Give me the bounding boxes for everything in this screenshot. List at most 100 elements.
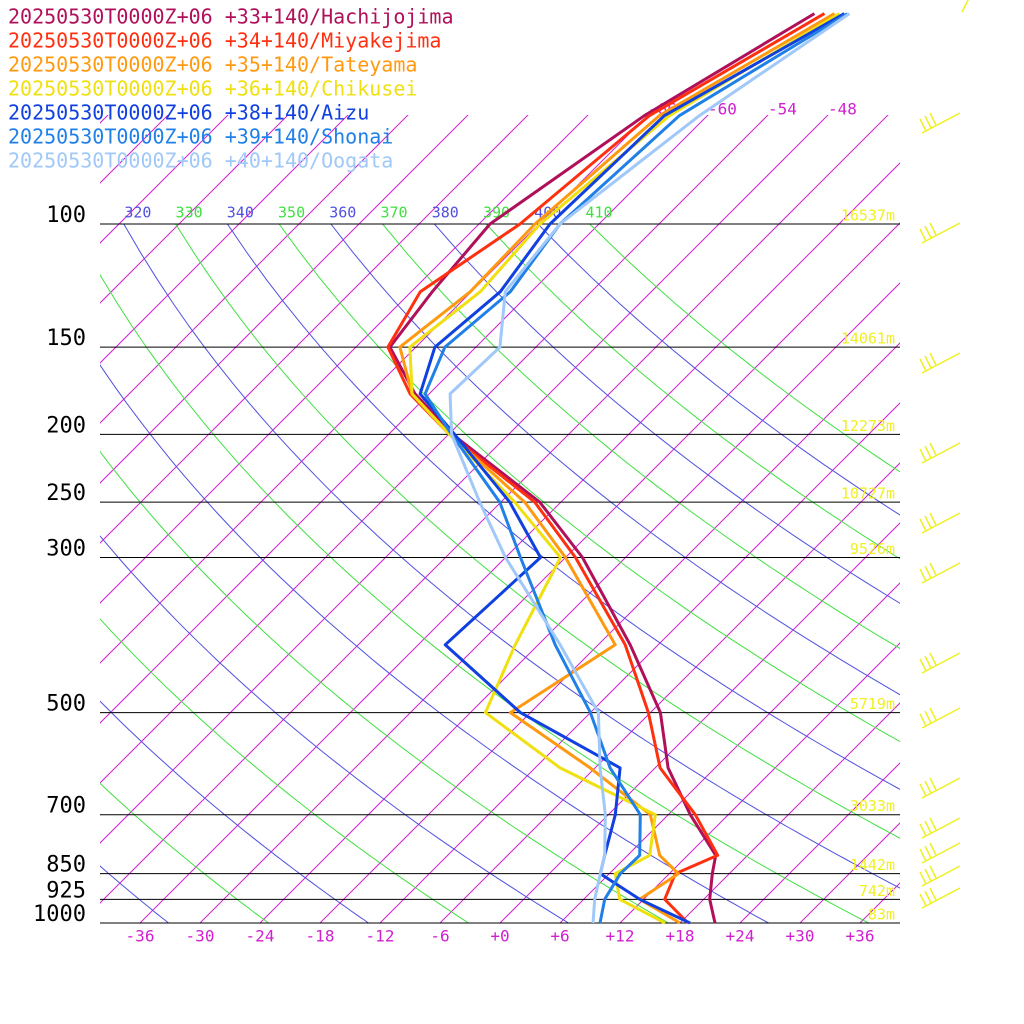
isotherm — [100, 115, 709, 724]
isotherm-label: -54 — [768, 100, 797, 119]
wind-barb — [929, 707, 937, 721]
wind-barb — [924, 515, 932, 529]
isentrope — [100, 450, 670, 923]
wind-barb — [921, 442, 961, 464]
temperature-profile — [448, 12, 851, 924]
wind-barb — [919, 228, 927, 242]
wind-barb — [919, 518, 927, 532]
x-tick-label: +30 — [786, 927, 815, 946]
isentrope — [100, 618, 470, 923]
isentrope — [381, 224, 900, 650]
wind-barb — [919, 448, 927, 462]
isotherm — [199, 222, 900, 923]
wind-barb — [921, 842, 961, 864]
wind-barb — [929, 222, 937, 236]
legend-entry: 20250530T0000Z+06 +36+140/Chikusei — [8, 77, 417, 101]
height-label: 14061m — [841, 330, 895, 348]
isotherm — [100, 115, 289, 304]
isentrope-label: 410 — [585, 204, 612, 222]
isentrope — [330, 224, 900, 696]
isotherm-label: -48 — [828, 100, 857, 119]
wind-barb — [921, 352, 961, 374]
isentrope — [226, 224, 900, 790]
isentrope — [485, 224, 900, 560]
legend-entry: 20250530T0000Z+06 +39+140/Shonai — [8, 125, 393, 149]
isentrope — [175, 224, 900, 839]
wind-barb — [929, 112, 937, 126]
wind-barb — [929, 442, 937, 456]
wind-barb — [921, 222, 961, 244]
height-label: 12273m — [841, 417, 895, 435]
legend-entry: 20250530T0000Z+06 +38+140/Aizu — [8, 101, 369, 125]
legend-entry: 20250530T0000Z+06 +33+140/Hachijojima — [8, 5, 454, 29]
pressure-label: 300 — [46, 537, 86, 562]
isotherm — [100, 115, 769, 784]
pressure-label: 925 — [46, 878, 86, 903]
isotherm — [100, 115, 589, 604]
pressure-label: 200 — [46, 413, 86, 438]
temperature-profile — [408, 12, 841, 925]
isotherm — [139, 162, 900, 923]
isentrope-label: 370 — [380, 204, 407, 222]
isotherm — [499, 522, 900, 923]
x-tick-label: -18 — [306, 927, 335, 946]
wind-barb — [919, 783, 927, 797]
height-label: 1442m — [850, 856, 895, 874]
wind-barb — [929, 562, 937, 576]
x-tick-label: +18 — [666, 927, 695, 946]
isentrope — [100, 700, 370, 923]
wind-barb — [929, 777, 937, 791]
wind-barb — [921, 512, 961, 534]
isentrope-label: 390 — [483, 204, 510, 222]
isentrope-label: 340 — [227, 204, 254, 222]
wind-barb — [929, 512, 937, 526]
isotherm-label: -60 — [708, 100, 737, 119]
wind-barb — [924, 655, 932, 669]
wind-barb — [924, 710, 932, 724]
wind-barb — [921, 652, 961, 674]
isotherm — [100, 115, 469, 484]
wind-barb — [919, 893, 927, 907]
wind-barb — [919, 713, 927, 727]
isotherm — [559, 582, 900, 923]
legend-entry: 20250530T0000Z+06 +34+140/Miyakejima — [8, 29, 441, 53]
legend-entry: 20250530T0000Z+06 +40+140/Oogata — [8, 149, 393, 173]
isentrope-label: 350 — [278, 204, 305, 222]
wind-barb — [919, 848, 927, 862]
x-tick-label: +6 — [550, 927, 569, 946]
height-label: 5719m — [850, 695, 895, 713]
wind-barb — [919, 823, 927, 837]
wind-barb — [924, 820, 932, 834]
pressure-label: 850 — [46, 853, 86, 878]
wind-barb — [924, 868, 932, 882]
x-tick-label: -36 — [126, 927, 155, 946]
x-tick-label: +24 — [726, 927, 755, 946]
pressure-label: 700 — [46, 794, 86, 819]
height-label: 9526m — [850, 540, 895, 558]
wind-barb — [929, 652, 937, 666]
isotherm — [100, 115, 889, 904]
wind-barb — [919, 871, 927, 885]
isentrope — [100, 865, 170, 923]
legend-entry: 20250530T0000Z+06 +35+140/Tateyama — [8, 53, 417, 77]
isotherm — [100, 115, 829, 844]
isentrope — [100, 782, 270, 923]
isentrope — [100, 273, 870, 923]
wind-barb — [924, 355, 932, 369]
x-tick-label: -24 — [246, 927, 275, 946]
isentrope-label: 320 — [124, 204, 151, 222]
isotherm — [100, 115, 349, 364]
wind-barb — [921, 112, 961, 134]
x-tick-label: -6 — [430, 927, 449, 946]
isentrope-label: 330 — [176, 204, 203, 222]
isentrope — [100, 535, 570, 923]
isotherm — [100, 115, 229, 244]
wind-barb — [921, 777, 961, 799]
wind-barb — [929, 352, 937, 366]
wind-barb — [921, 817, 961, 839]
wind-barb — [919, 568, 927, 582]
wind-barb — [919, 358, 927, 372]
isotherm — [100, 115, 649, 664]
isentrope-label: 380 — [432, 204, 459, 222]
